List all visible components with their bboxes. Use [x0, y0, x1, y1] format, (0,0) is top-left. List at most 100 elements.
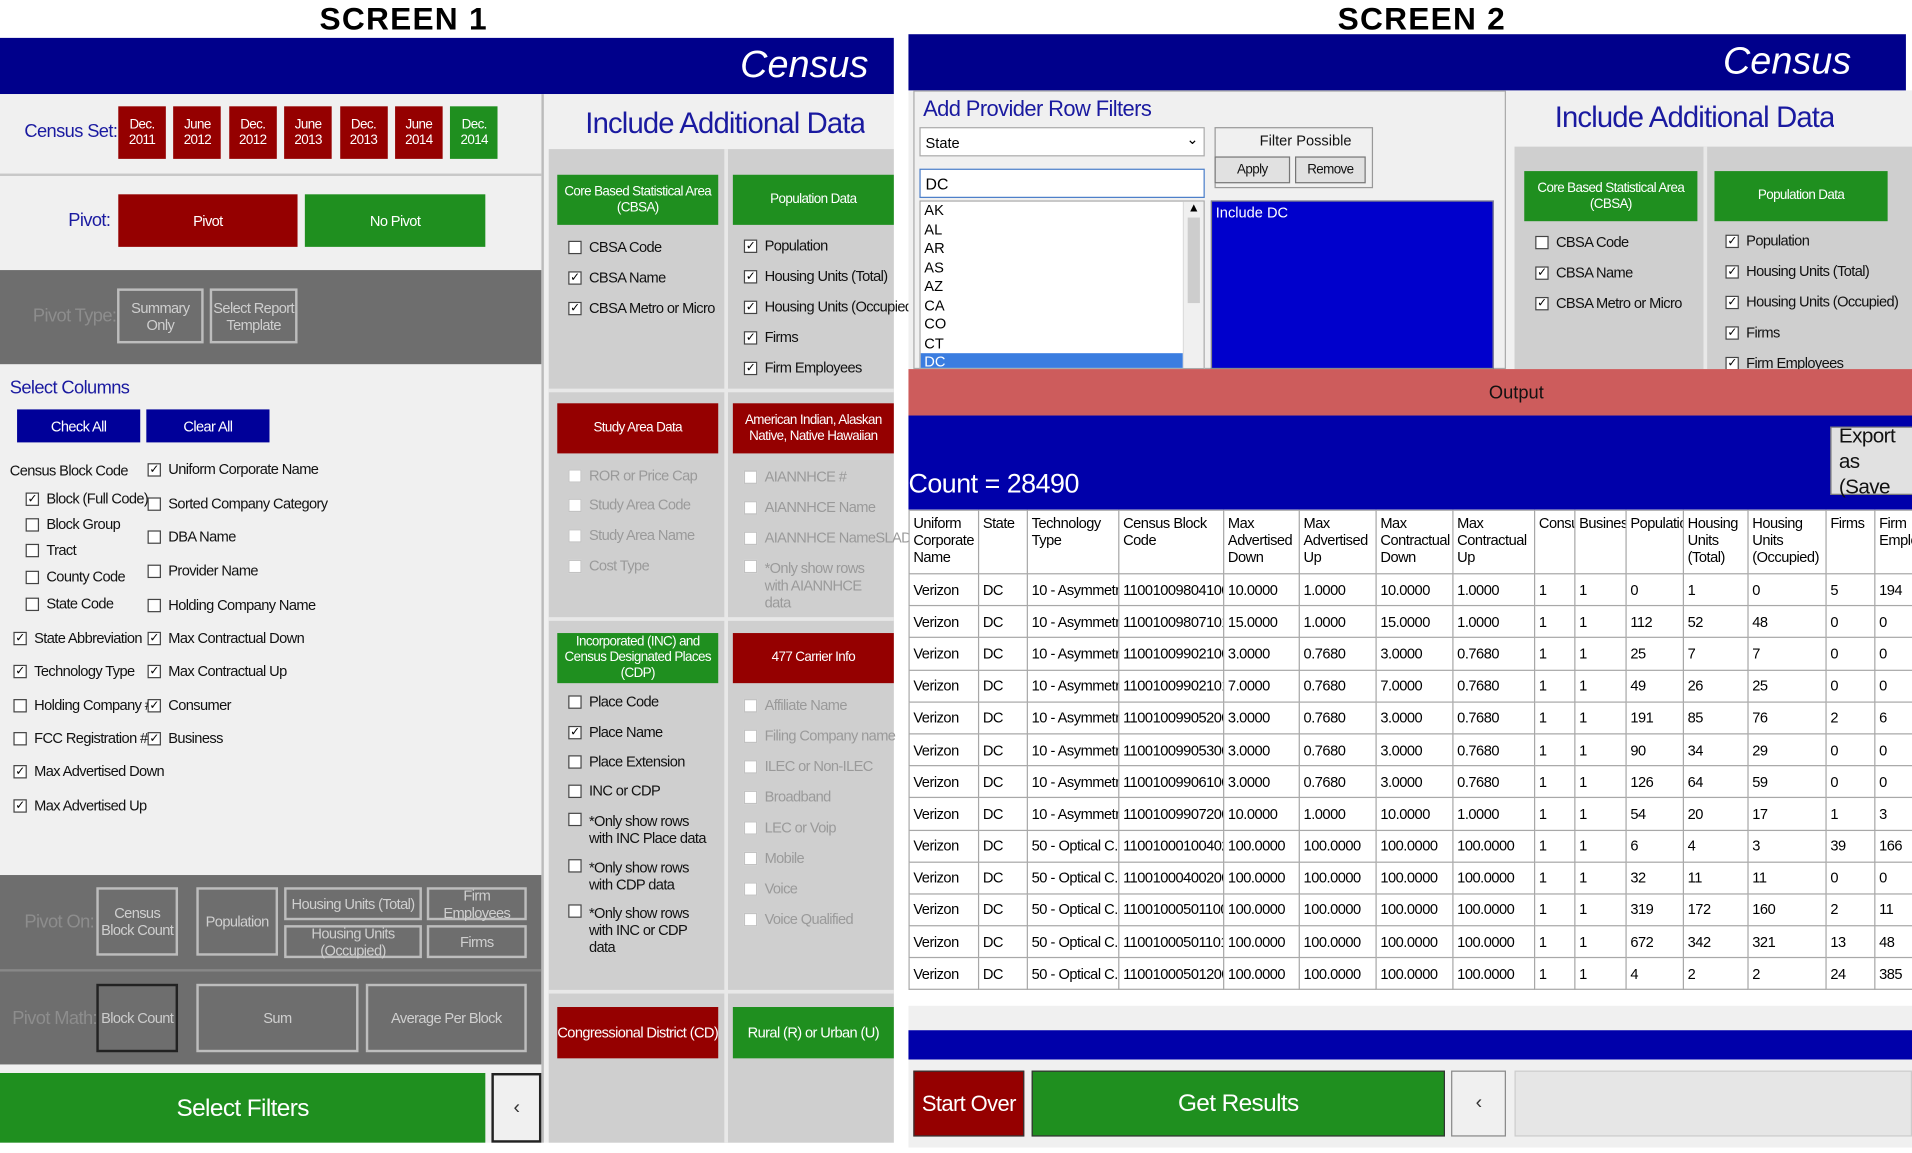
state-list-item[interactable]: AZ: [924, 277, 944, 295]
table-cell[interactable]: DC: [977, 733, 1028, 767]
checkbox[interactable]: [568, 468, 582, 483]
scroll-thumb[interactable]: [1187, 217, 1200, 304]
table-cell[interactable]: 160: [1747, 893, 1827, 927]
checkbox[interactable]: ✓: [1725, 234, 1739, 248]
table-cell[interactable]: 0: [1874, 669, 1912, 703]
table-row[interactable]: Verizon DC 50 - Optical C... 1100100050110 1…: [908, 925, 1912, 959]
table-cell[interactable]: 17: [1747, 797, 1827, 831]
table-cell[interactable]: 1: [1534, 893, 1576, 927]
checkbox[interactable]: ✓: [743, 361, 758, 375]
table-cell[interactable]: 25: [1625, 637, 1684, 671]
pivot-button[interactable]: Pivot: [118, 194, 298, 247]
s2-back-button[interactable]: ‹: [1451, 1070, 1506, 1137]
table-cell[interactable]: 1: [1534, 573, 1576, 607]
state-list-item[interactable]: AS: [924, 258, 944, 276]
table-cell[interactable]: 1: [1534, 861, 1576, 895]
checkbox-item[interactable]: ✓ Place Name: [568, 723, 663, 741]
table-cell[interactable]: 3.0000: [1223, 765, 1300, 799]
table-cell[interactable]: 48: [1747, 605, 1827, 639]
state-list-item[interactable]: AK: [924, 201, 944, 219]
table-cell[interactable]: 321: [1747, 925, 1827, 959]
table-cell[interactable]: 110010099053000: [1118, 733, 1225, 767]
table-cell[interactable]: 10.0000: [1223, 573, 1300, 607]
table-cell[interactable]: 319: [1625, 893, 1684, 927]
checkbox-item[interactable]: County Code: [25, 568, 126, 585]
table-cell[interactable]: 1: [1534, 637, 1576, 671]
export-button[interactable]: Export as (Save: [1830, 423, 1912, 498]
table-cell[interactable]: 3.0000: [1223, 701, 1300, 735]
table-cell[interactable]: 110010099052004: [1118, 701, 1225, 735]
checkbox[interactable]: ✓: [1535, 296, 1549, 310]
table-cell[interactable]: 1: [1534, 669, 1576, 703]
table-cell[interactable]: 110010098071012: [1118, 605, 1225, 639]
checkbox[interactable]: [743, 559, 758, 574]
table-cell[interactable]: Verizon: [908, 733, 980, 767]
table-cell[interactable]: 10.0000: [1375, 797, 1454, 831]
table-cell[interactable]: 100.0000: [1375, 861, 1454, 895]
table-cell[interactable]: 100.0000: [1298, 861, 1377, 895]
checkbox-item[interactable]: INC or CDP: [568, 782, 661, 799]
table-cell[interactable]: DC: [977, 701, 1028, 735]
average-per-block-button[interactable]: Average Per Block: [365, 983, 527, 1053]
checkbox-item[interactable]: *Only show rows with INC Place data: [568, 812, 709, 847]
table-cell[interactable]: 100.0000: [1223, 957, 1300, 991]
table-cell[interactable]: 4: [1682, 829, 1749, 863]
table-cell[interactable]: 24: [1825, 957, 1876, 991]
checkbox-item[interactable]: ✓ CBSA Name: [1535, 264, 1633, 281]
table-cell[interactable]: 1: [1534, 733, 1576, 767]
table-cell[interactable]: 1.0000: [1298, 573, 1377, 607]
table-cell[interactable]: 1: [1574, 733, 1627, 767]
checkbox-item[interactable]: Mobile: [743, 849, 805, 866]
table-cell[interactable]: 100.0000: [1298, 829, 1377, 863]
table-header[interactable]: State: [977, 509, 1028, 575]
table-cell[interactable]: 50 - Optical C...: [1026, 957, 1120, 991]
start-over-button[interactable]: Start Over: [913, 1070, 1025, 1137]
checkbox[interactable]: [743, 790, 758, 804]
table-cell[interactable]: 1: [1574, 957, 1627, 991]
checkbox-item[interactable]: DBA Name: [147, 528, 236, 545]
table-cell[interactable]: 10 - Asymmetri...: [1026, 797, 1120, 831]
table-cell[interactable]: 100.0000: [1375, 893, 1454, 927]
table-cell[interactable]: DC: [977, 925, 1028, 959]
table-cell[interactable]: 100.0000: [1375, 957, 1454, 991]
checkbox-item[interactable]: Holding Company #: [13, 697, 153, 714]
table-cell[interactable]: 3.0000: [1375, 637, 1454, 671]
table-cell[interactable]: 11: [1874, 893, 1912, 927]
checkbox[interactable]: ✓: [1535, 265, 1549, 280]
table-cell[interactable]: 1: [1574, 893, 1627, 927]
apply-button[interactable]: Apply: [1214, 156, 1291, 184]
checkbox-item[interactable]: ILEC or Non-ILEC: [743, 758, 873, 775]
checkbox[interactable]: ✓: [743, 300, 758, 314]
checkbox[interactable]: [743, 820, 758, 835]
checkbox-item[interactable]: AIANNHCE #: [743, 468, 847, 485]
table-cell[interactable]: 1: [1574, 829, 1627, 863]
table-header[interactable]: Max Advertised Up: [1298, 509, 1377, 575]
checkbox-item[interactable]: ✓ Technology Type: [13, 662, 135, 679]
table-cell[interactable]: 13: [1825, 925, 1876, 959]
table-cell[interactable]: 49: [1625, 669, 1684, 703]
state-list-item[interactable]: DC: [920, 353, 1185, 368]
sum-button[interactable]: Sum: [196, 983, 359, 1053]
table-cell[interactable]: 0: [1747, 573, 1827, 607]
checkbox-item[interactable]: ✓ Business: [147, 730, 223, 747]
firms-pivot-button[interactable]: Firms: [426, 925, 527, 959]
checkbox-item[interactable]: Affiliate Name: [743, 697, 847, 714]
housing-occupied-pivot-button[interactable]: Housing Units (Occupied): [284, 925, 422, 959]
checkbox-item[interactable]: ✓ Max Contractual Up: [147, 662, 287, 679]
table-cell[interactable]: 10.0000: [1375, 573, 1454, 607]
checkbox-item[interactable]: ✓ Housing Units (Occupied): [743, 298, 917, 315]
table-header[interactable]: Firms: [1825, 509, 1876, 575]
state-list-item[interactable]: AL: [924, 220, 943, 238]
checkbox-item[interactable]: ✓ Firms: [743, 329, 799, 346]
checkbox-item[interactable]: *Only show rows with CDP data: [568, 859, 709, 893]
table-cell[interactable]: 0: [1825, 861, 1876, 895]
table-cell[interactable]: 194: [1874, 573, 1912, 607]
block-count-button[interactable]: Block Count: [96, 983, 179, 1053]
table-cell[interactable]: Verizon: [908, 669, 980, 703]
table-cell[interactable]: 110010005011012: [1118, 925, 1225, 959]
table-cell[interactable]: 0: [1825, 733, 1876, 767]
table-cell[interactable]: 100.0000: [1298, 957, 1377, 991]
checkbox-item[interactable]: Holding Company Name: [147, 596, 316, 613]
